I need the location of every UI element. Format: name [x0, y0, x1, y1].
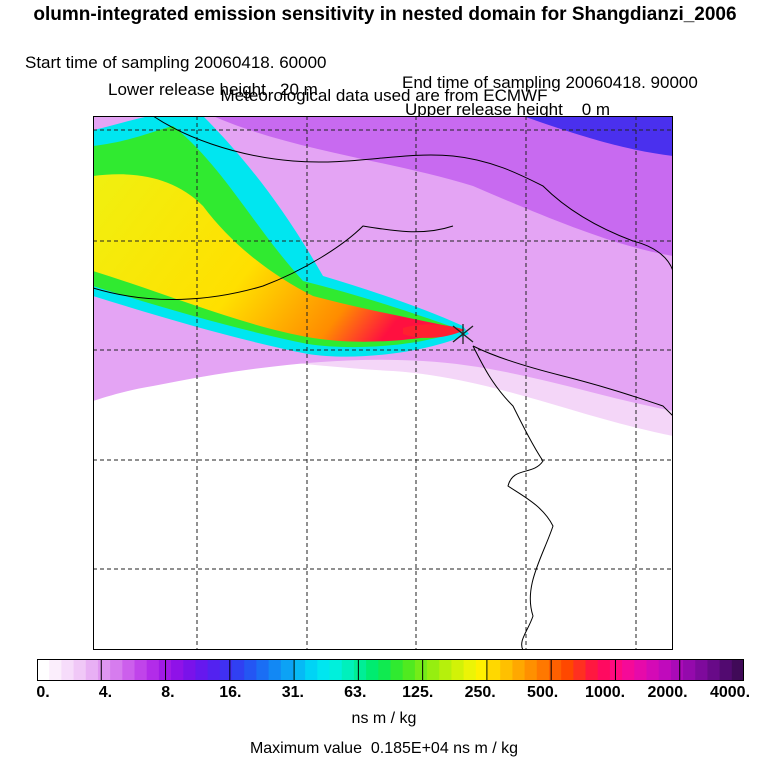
colorbar-swatch — [85, 659, 99, 681]
colorbar-tick-label: 500. — [527, 684, 559, 701]
coastlines-borders — [93, 116, 673, 650]
colorbar-swatch — [731, 659, 744, 681]
colorbar-swatch — [536, 659, 550, 681]
colorbar-swatch — [670, 659, 684, 681]
colorbar-swatch — [683, 659, 696, 681]
colorbar-tick-label: 2000. — [647, 684, 688, 701]
grid-lines — [93, 116, 673, 650]
plume-red-core — [403, 324, 465, 338]
colorbar-tick-label: 31. — [281, 684, 304, 701]
colorbar-tick-label: 16. — [219, 684, 242, 701]
colorbar-swatch — [463, 659, 477, 681]
colorbar-swatch — [646, 659, 660, 681]
colorbar-swatch — [439, 659, 453, 681]
colorbar-swatch — [232, 659, 245, 681]
colorbar-swatch — [451, 659, 465, 681]
colorbar-tick-label: 125. — [402, 684, 434, 701]
colorbar — [37, 659, 744, 681]
colorbar-swatch — [707, 659, 721, 681]
met-data-label: Meteorological data used are from ECMWF — [220, 86, 548, 105]
emission-sensitivity-map — [93, 116, 673, 650]
colorbar-swatch — [585, 659, 599, 681]
colorbar-swatch — [695, 659, 709, 681]
colorbar-swatch — [219, 659, 233, 681]
colorbar-swatch — [548, 659, 562, 681]
colorbar-swatch — [256, 659, 270, 681]
colorbar-swatch — [427, 659, 440, 681]
colorbar-swatch — [317, 659, 331, 681]
colorbar-swatch — [183, 659, 197, 681]
sampling-times-line: Start time of sampling 20060418. 60000 E… — [0, 33, 768, 93]
colorbar-swatch — [609, 659, 623, 681]
colorbar-swatch — [171, 659, 184, 681]
colorbar-swatch — [634, 659, 648, 681]
colorbar-swatch — [341, 659, 355, 681]
release-site-marker — [452, 324, 474, 344]
colorbar-swatch — [292, 659, 306, 681]
colorbar-tick-label: 8. — [161, 684, 175, 701]
colorbar-swatch — [146, 659, 160, 681]
map-title: olumn-integrated emission sensitivity in… — [33, 4, 737, 25]
plume-yellow — [93, 174, 465, 342]
colorbar-swatch — [512, 659, 526, 681]
colorbar-tick-label: 4. — [98, 684, 113, 701]
colorbar-swatch — [280, 659, 294, 681]
colorbar-swatch — [622, 659, 635, 681]
colorbar-swatch — [414, 659, 428, 681]
colorbar-swatch — [402, 659, 416, 681]
colorbar-swatch — [500, 659, 513, 681]
colorbar-swatch — [390, 659, 404, 681]
colorbar-tick-label: 4000. — [709, 684, 751, 701]
colorbar-swatch — [122, 659, 136, 681]
release-height-line: Lower release height 20 m Upper release … — [0, 60, 768, 120]
colorbar-swatch — [49, 659, 62, 681]
colorbar-swatch — [658, 659, 672, 681]
colorbar-swatch — [73, 659, 87, 681]
colorbar-units: ns m / kg — [351, 710, 417, 727]
colorbar-swatch — [268, 659, 282, 681]
maximum-value-label: Maximum value 0.185E+04 ns m / kg — [249, 740, 519, 757]
colorbar-swatch — [366, 659, 379, 681]
field-high — [213, 116, 673, 256]
colorbar-tick-labels: 0. 4. 8. 16. 31. 63. 125. 250. 500. 1000. 2000. 400… — [0, 684, 768, 704]
colorbar-tick-label: 63. — [344, 684, 367, 701]
colorbar-swatch — [597, 659, 611, 681]
colorbar-frame — [37, 659, 744, 681]
colorbar-tick-label: 1000. — [585, 684, 626, 701]
colorbar-swatch — [97, 659, 111, 681]
colorbar-swatch — [305, 659, 318, 681]
colorbar-swatch — [110, 659, 123, 681]
start-time-label: Start time of sampling 20060418. 60000 — [25, 53, 327, 72]
colorbar-swatch — [353, 659, 367, 681]
colorbar-tick-label: 250. — [464, 684, 496, 701]
colorbar-swatch — [134, 659, 148, 681]
colorbar-swatch — [61, 659, 75, 681]
lower-release-label: Lower release height 20 m — [108, 80, 318, 99]
colorbar-swatch — [524, 659, 538, 681]
colorbar-swatch — [488, 659, 501, 681]
colorbar-swatch — [475, 659, 489, 681]
colorbar-swatch — [244, 659, 258, 681]
colorbar-swatch — [378, 659, 392, 681]
map-frame — [93, 116, 673, 650]
colorbar-tick-label: 0. — [36, 684, 50, 701]
colorbar-swatch — [37, 659, 50, 681]
colorbar-swatch — [195, 659, 209, 681]
colorbar-swatch — [329, 659, 343, 681]
colorbar-swatch — [573, 659, 587, 681]
colorbar-swatch — [719, 659, 733, 681]
colorbar-swatch — [561, 659, 574, 681]
upper-release-label: Upper release height 0 m — [405, 100, 611, 119]
colorbar-swatch — [207, 659, 221, 681]
end-time-label: End time of sampling 20060418. 90000 — [402, 73, 698, 92]
